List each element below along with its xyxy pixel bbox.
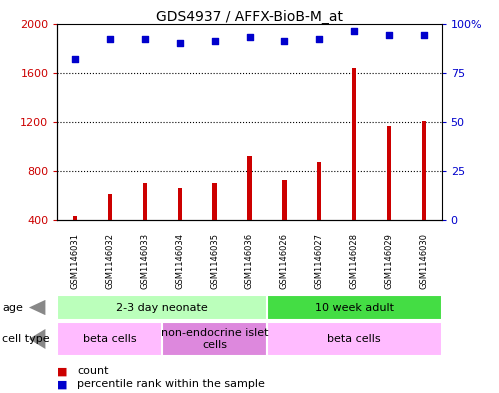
- Text: non-endocrine islet
cells: non-endocrine islet cells: [161, 328, 268, 350]
- Polygon shape: [29, 329, 45, 349]
- Text: count: count: [77, 366, 109, 376]
- Point: [315, 36, 323, 42]
- Text: GSM1146030: GSM1146030: [420, 233, 429, 288]
- Point: [385, 32, 393, 39]
- Point: [141, 36, 149, 42]
- Text: ■: ■: [57, 379, 68, 389]
- Text: percentile rank within the sample: percentile rank within the sample: [77, 379, 265, 389]
- Bar: [317, 162, 321, 220]
- Text: beta cells: beta cells: [83, 334, 137, 344]
- Bar: [248, 156, 251, 220]
- Text: GSM1146036: GSM1146036: [245, 233, 254, 289]
- Point: [350, 28, 358, 35]
- Text: GDS4937 / AFFX-BioB-M_at: GDS4937 / AFFX-BioB-M_at: [156, 10, 343, 24]
- Bar: [267, 322, 442, 356]
- Text: 10 week adult: 10 week adult: [315, 303, 394, 312]
- Text: beta cells: beta cells: [327, 334, 381, 344]
- Bar: [213, 183, 217, 220]
- Bar: [57, 322, 162, 356]
- Text: GSM1146033: GSM1146033: [140, 233, 149, 289]
- Text: ■: ■: [57, 366, 68, 376]
- Text: GSM1146027: GSM1146027: [315, 233, 324, 288]
- Point: [106, 36, 114, 42]
- Text: age: age: [2, 303, 23, 312]
- Bar: [162, 322, 267, 356]
- Bar: [108, 194, 112, 220]
- Bar: [282, 180, 286, 220]
- Point: [246, 34, 253, 40]
- Text: cell type: cell type: [2, 334, 50, 344]
- Point: [71, 56, 79, 62]
- Bar: [267, 295, 442, 320]
- Text: GSM1146031: GSM1146031: [70, 233, 79, 288]
- Text: GSM1146032: GSM1146032: [105, 233, 114, 288]
- Text: GSM1146035: GSM1146035: [210, 233, 219, 288]
- Polygon shape: [29, 300, 45, 315]
- Point: [211, 38, 219, 44]
- Bar: [422, 121, 426, 220]
- Bar: [73, 217, 77, 220]
- Bar: [352, 68, 356, 220]
- Bar: [143, 183, 147, 220]
- Point: [280, 38, 288, 44]
- Bar: [178, 188, 182, 220]
- Text: GSM1146028: GSM1146028: [350, 233, 359, 288]
- Point: [176, 40, 184, 46]
- Bar: [387, 125, 391, 220]
- Point: [420, 32, 428, 39]
- Text: GSM1146034: GSM1146034: [175, 233, 184, 288]
- Bar: [57, 295, 267, 320]
- Text: GSM1146029: GSM1146029: [385, 233, 394, 288]
- Text: 2-3 day neonate: 2-3 day neonate: [116, 303, 208, 312]
- Text: GSM1146026: GSM1146026: [280, 233, 289, 288]
